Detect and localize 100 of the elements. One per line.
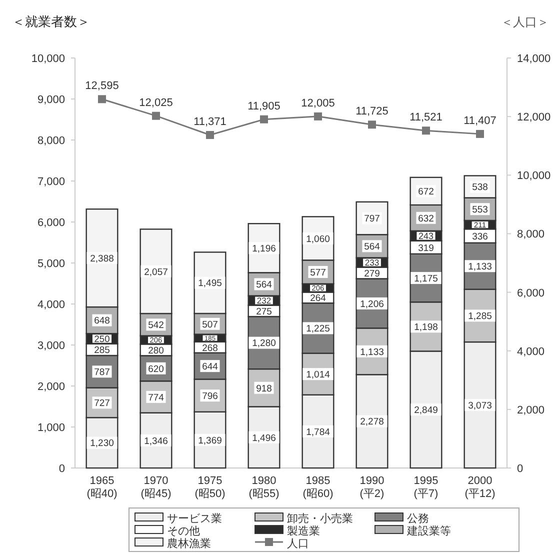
data-label: 1,346 xyxy=(144,436,168,447)
data-label: 644 xyxy=(202,361,218,372)
data-label: 1,784 xyxy=(306,426,330,438)
data-label: 12,595 xyxy=(85,80,119,92)
point xyxy=(476,130,484,138)
data-label: 11,521 xyxy=(410,112,442,124)
data-label: 1,280 xyxy=(252,338,276,350)
y-tick-label: 7,000 xyxy=(37,176,65,188)
legend-label: その他 xyxy=(167,526,200,538)
data-label: 11,371 xyxy=(194,116,226,128)
x-tick-label: 1995 (平7) xyxy=(414,475,438,500)
data-label: 1,133 xyxy=(468,262,492,273)
y2-axis-title: ＜人口＞ xyxy=(501,15,549,29)
data-label: 268 xyxy=(202,342,218,354)
point xyxy=(314,112,322,120)
data-label: 285 xyxy=(94,345,110,356)
data-label: 1,014 xyxy=(306,369,330,380)
x-tick-label: 1975 (昭50) xyxy=(194,475,226,500)
y-tick-label: 2,000 xyxy=(37,381,65,393)
data-label: 1,196 xyxy=(252,244,276,255)
legend-label: 人口 xyxy=(287,538,309,550)
data-label: 774 xyxy=(148,392,164,404)
y-tick-label: 6,000 xyxy=(37,217,65,229)
data-label: 1,175 xyxy=(414,273,438,284)
data-label: 1,198 xyxy=(414,322,438,334)
data-label: 11,407 xyxy=(464,114,496,127)
y2-tick-label: 2,000 xyxy=(517,404,545,416)
legend-label: 農林漁業 xyxy=(167,537,211,550)
data-label: 632 xyxy=(418,213,434,224)
data-label: 1,133 xyxy=(360,346,384,358)
x-tick-label: 2000 (平12) xyxy=(464,475,496,500)
data-label: 264 xyxy=(310,293,326,304)
data-label: 1,060 xyxy=(306,234,330,245)
y-tick-label: 8,000 xyxy=(37,135,65,147)
y-axis-title: ＜就業者数＞ xyxy=(12,14,90,29)
data-label: 564 xyxy=(364,242,380,253)
data-label: 507 xyxy=(202,319,218,330)
data-label: 319 xyxy=(418,242,434,254)
data-label: 1,225 xyxy=(306,324,330,335)
data-label: 1,206 xyxy=(360,298,384,310)
data-label: 542 xyxy=(148,320,164,332)
data-label: 11,905 xyxy=(248,100,280,112)
point xyxy=(152,112,160,120)
data-label: 232 xyxy=(256,296,272,306)
data-label: 250 xyxy=(94,334,110,344)
x-tick-label: 1985 (昭60) xyxy=(302,475,334,500)
y2-tick-label: 10,000 xyxy=(517,170,551,182)
x-tick-label: 1970 (昭45) xyxy=(140,475,172,500)
y-tick-label: 3,000 xyxy=(37,340,65,352)
data-label: 279 xyxy=(364,268,380,280)
y2-tick-label: 6,000 xyxy=(517,287,545,300)
data-label: 1,230 xyxy=(90,438,114,450)
data-label: 12,025 xyxy=(139,96,173,109)
y-tick-label: 10,000 xyxy=(31,53,65,65)
data-label: 797 xyxy=(364,214,380,225)
y2-tick-label: 0 xyxy=(517,463,524,475)
data-label: 1,496 xyxy=(252,432,276,444)
data-label: 2,388 xyxy=(90,253,114,264)
data-label: 538 xyxy=(472,182,488,194)
legend-label: 製造業 xyxy=(287,524,320,538)
data-label: 1,495 xyxy=(198,278,222,290)
y-tick-label: 4,000 xyxy=(37,299,65,311)
y2-tick-label: 12,000 xyxy=(517,112,551,124)
data-label: 796 xyxy=(202,390,218,402)
y-tick-label: 9,000 xyxy=(37,94,65,106)
data-label: 672 xyxy=(418,186,434,198)
legend-label: 建設業等 xyxy=(406,524,451,538)
data-label: 2,849 xyxy=(414,405,438,416)
data-label: 243 xyxy=(418,231,434,242)
point xyxy=(206,130,214,139)
data-label: 2,057 xyxy=(144,266,168,278)
data-label: 787 xyxy=(94,367,110,378)
data-label: 648 xyxy=(94,316,110,327)
y2-tick-label: 14,000 xyxy=(517,53,551,65)
data-label: 1,285 xyxy=(468,311,492,322)
x-tick-label: 1980 (昭55) xyxy=(248,475,280,500)
data-label: 1,369 xyxy=(198,435,222,446)
x-tick-label: 1965 (昭40) xyxy=(86,475,118,500)
point xyxy=(98,95,106,104)
data-label: 564 xyxy=(256,280,272,291)
data-label: 11,725 xyxy=(356,106,388,118)
legend-label: サービス業 xyxy=(167,513,222,525)
data-label: 233 xyxy=(364,258,380,268)
data-label: 12,005 xyxy=(301,97,335,110)
legend-label: 卸売・小売業 xyxy=(287,512,353,525)
y2-tick-label: 8,000 xyxy=(517,228,545,241)
data-label: 336 xyxy=(472,231,488,242)
data-label: 3,073 xyxy=(468,400,492,412)
data-label: 727 xyxy=(94,398,110,410)
point xyxy=(368,120,376,129)
data-label: 280 xyxy=(148,345,164,356)
data-label: 577 xyxy=(310,267,326,278)
y-tick-label: 1,000 xyxy=(37,422,65,434)
point xyxy=(422,126,430,135)
y-tick-label: 5,000 xyxy=(37,258,65,270)
data-label: 918 xyxy=(256,383,272,394)
y-tick-label: 0 xyxy=(58,463,65,475)
data-label: 275 xyxy=(256,306,272,318)
data-label: 553 xyxy=(472,204,488,216)
x-tick-label: 1990 (平2) xyxy=(360,475,384,500)
